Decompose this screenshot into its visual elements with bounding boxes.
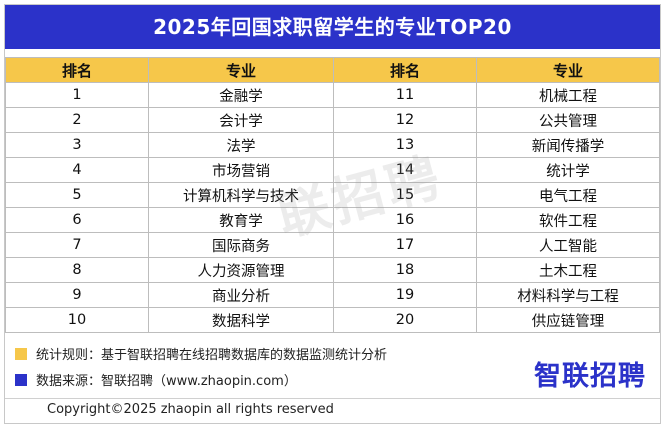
major-cell: 供应链管理 <box>476 307 660 333</box>
major-cell: 金融学 <box>148 82 334 108</box>
major-cell: 法学 <box>148 132 334 158</box>
rank-cell: 18 <box>333 257 477 283</box>
table-row: 8 人力资源管理 18 土木工程 <box>5 257 660 283</box>
major-cell: 公共管理 <box>476 107 660 133</box>
table-row: 6 教育学 16 软件工程 <box>5 207 660 233</box>
header-rank-left: 排名 <box>5 57 149 83</box>
major-cell: 材料科学与工程 <box>476 282 660 308</box>
note-rule: 统计规则：基于智联招聘在线招聘数据库的数据监测统计分析 <box>15 344 387 363</box>
major-cell: 人力资源管理 <box>148 257 334 283</box>
major-cell: 新闻传播学 <box>476 132 660 158</box>
note-source-text: 数据来源：智联招聘（www.zhaopin.com） <box>36 374 297 389</box>
major-cell: 数据科学 <box>148 307 334 333</box>
rank-cell: 7 <box>5 232 149 258</box>
header-rank-right: 排名 <box>333 57 477 83</box>
rank-cell: 11 <box>333 82 477 108</box>
rank-cell: 2 <box>5 107 149 133</box>
table-row: 1 金融学 11 机械工程 <box>5 82 660 108</box>
major-cell: 国际商务 <box>148 232 334 258</box>
rank-cell: 1 <box>5 82 149 108</box>
ranking-table: 排名 专业 排名 专业 1 金融学 11 机械工程 2 会计学 12 公共管理 … <box>5 57 660 333</box>
major-cell: 商业分析 <box>148 282 334 308</box>
table-row: 9 商业分析 19 材料科学与工程 <box>5 282 660 308</box>
table-row: 2 会计学 12 公共管理 <box>5 107 660 133</box>
major-cell: 市场营销 <box>148 157 334 183</box>
major-cell: 软件工程 <box>476 207 660 233</box>
table-row: 4 市场营销 14 统计学 <box>5 157 660 183</box>
rank-cell: 15 <box>333 182 477 208</box>
blue-square-icon <box>15 373 27 386</box>
note-source: 数据来源：智联招聘（www.zhaopin.com） <box>15 370 297 389</box>
brand-logo: 智联招聘 <box>534 361 646 392</box>
major-cell: 电气工程 <box>476 182 660 208</box>
rank-cell: 20 <box>333 307 477 333</box>
table-header-row: 排名 专业 排名 专业 <box>5 57 660 83</box>
table-row: 10 数据科学 20 供应链管理 <box>5 307 660 333</box>
divider <box>5 398 660 399</box>
rank-cell: 8 <box>5 257 149 283</box>
copyright-text: Copyright©2025 zhaopin all rights reserv… <box>47 402 334 417</box>
infographic-frame: 2025年回国求职留学生的专业TOP20 排名 专业 排名 专业 1 金融学 1… <box>4 4 661 424</box>
major-cell: 统计学 <box>476 157 660 183</box>
major-cell: 机械工程 <box>476 82 660 108</box>
header-major-right: 专业 <box>476 57 660 83</box>
major-cell: 会计学 <box>148 107 334 133</box>
rank-cell: 19 <box>333 282 477 308</box>
rank-cell: 10 <box>5 307 149 333</box>
table-row: 7 国际商务 17 人工智能 <box>5 232 660 258</box>
page-title: 2025年回国求职留学生的专业TOP20 <box>5 5 660 49</box>
table-row: 5 计算机科学与技术 15 电气工程 <box>5 182 660 208</box>
note-rule-text: 统计规则：基于智联招聘在线招聘数据库的数据监测统计分析 <box>36 348 388 363</box>
rank-cell: 17 <box>333 232 477 258</box>
rank-cell: 9 <box>5 282 149 308</box>
rank-cell: 12 <box>333 107 477 133</box>
rank-cell: 16 <box>333 207 477 233</box>
rank-cell: 14 <box>333 157 477 183</box>
rank-cell: 4 <box>5 157 149 183</box>
major-cell: 土木工程 <box>476 257 660 283</box>
major-cell: 计算机科学与技术 <box>148 182 334 208</box>
major-cell: 人工智能 <box>476 232 660 258</box>
notes-section: 统计规则：基于智联招聘在线招聘数据库的数据监测统计分析 数据来源：智联招聘（ww… <box>5 330 660 394</box>
yellow-square-icon <box>15 347 27 360</box>
rank-cell: 6 <box>5 207 149 233</box>
header-major-left: 专业 <box>148 57 334 83</box>
major-cell: 教育学 <box>148 207 334 233</box>
rank-cell: 3 <box>5 132 149 158</box>
rank-cell: 5 <box>5 182 149 208</box>
rank-cell: 13 <box>333 132 477 158</box>
table-row: 3 法学 13 新闻传播学 <box>5 132 660 158</box>
